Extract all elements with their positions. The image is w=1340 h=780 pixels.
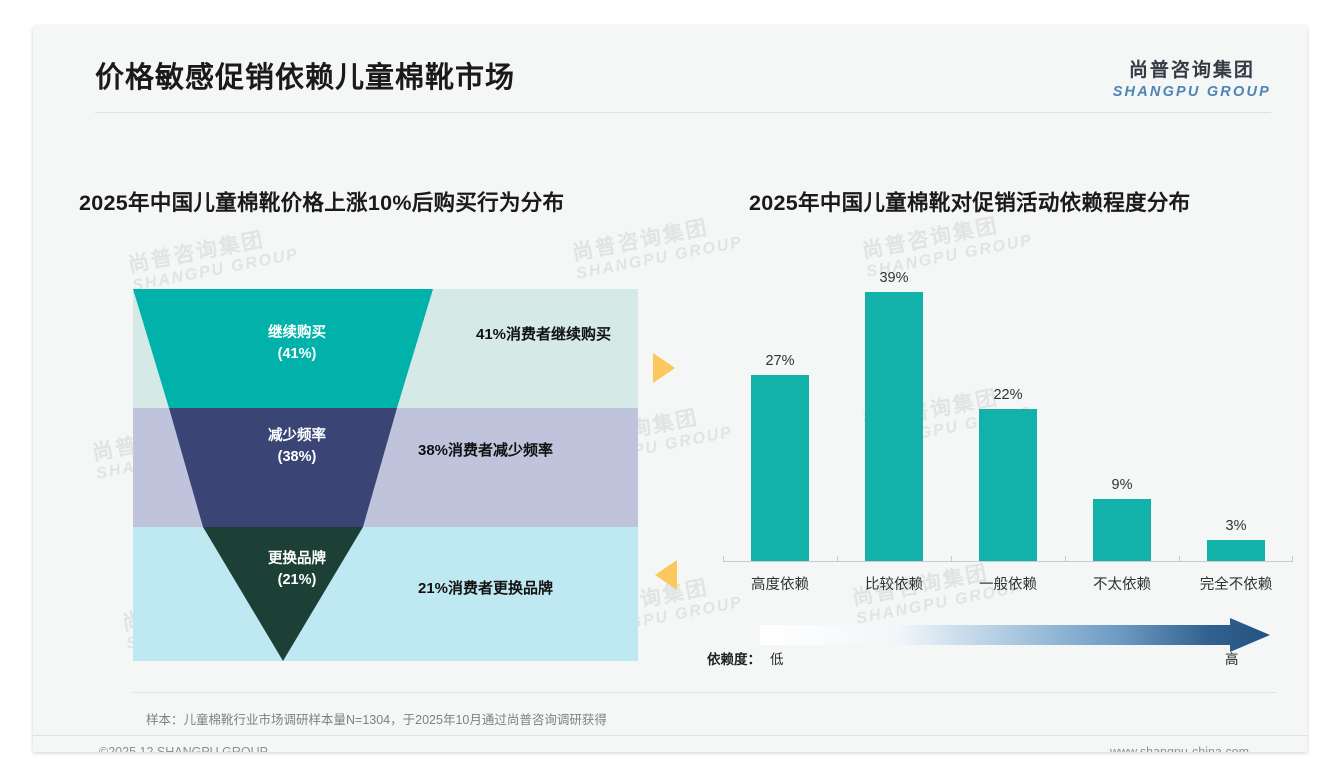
legend-low-label: 低 bbox=[770, 652, 784, 667]
funnel-segment-2-text: 减少频率 (38%) bbox=[229, 426, 365, 468]
funnel-segment-2-value: (38%) bbox=[277, 449, 317, 466]
funnel-segment-3 bbox=[203, 527, 363, 661]
funnel-segment-1-value: (41%) bbox=[277, 346, 317, 363]
bar-group: 3% bbox=[1179, 251, 1293, 561]
x-axis-label-3: 不太依赖 bbox=[1093, 577, 1151, 593]
funnel-segment-2-label: 减少频率 bbox=[268, 428, 326, 444]
footnote-divider bbox=[133, 692, 1276, 693]
x-axis-label-1: 比较依赖 bbox=[865, 577, 923, 593]
funnel-segment-3-label: 更换品牌 bbox=[268, 551, 326, 567]
funnel-segment-1-label: 继续购买 bbox=[268, 325, 326, 341]
slide-canvas: 尚普咨询集团 SHANGPU GROUP 尚普咨询集团 SHANGPU GROU… bbox=[33, 26, 1307, 752]
bar-value-1: 39% bbox=[879, 270, 909, 286]
x-axis-tick bbox=[837, 556, 838, 562]
watermark-cn: 尚普咨询集团 bbox=[570, 216, 711, 266]
right-chart-subtitle: 2025年中国儿童棉靴对促销活动依赖程度分布 bbox=[749, 191, 1191, 215]
page-title: 价格敏感促销依赖儿童棉靴市场 bbox=[95, 62, 516, 94]
bar-group: 9% bbox=[1065, 251, 1179, 561]
funnel-callout-1: 41%消费者继续购买 bbox=[476, 326, 612, 343]
left-chart-subtitle: 2025年中国儿童棉靴价格上涨10%后购买行为分布 bbox=[79, 191, 565, 215]
bar-0 bbox=[751, 375, 809, 561]
triangle-left-icon bbox=[655, 560, 677, 590]
funnel-segment-1 bbox=[133, 289, 433, 408]
bar-2 bbox=[979, 409, 1037, 561]
website-link[interactable]: www.shangpu-china.com bbox=[1110, 745, 1249, 752]
bar-value-0: 27% bbox=[765, 353, 795, 369]
x-axis-tick bbox=[1292, 556, 1293, 562]
footer-divider bbox=[33, 735, 1307, 736]
watermark: 尚普咨询集团 SHANGPU GROUP bbox=[570, 210, 744, 284]
bar-value-4: 3% bbox=[1225, 518, 1247, 534]
x-axis-tick bbox=[951, 556, 952, 562]
watermark-cn: 尚普咨询集团 bbox=[126, 228, 267, 278]
funnel-segment-1-text: 继续购买 (41%) bbox=[229, 323, 365, 365]
brand-logo-en: SHANGPU GROUP bbox=[1112, 84, 1271, 100]
sample-footnote: 样本：儿童棉靴行业市场调研样本量N=1304，于2025年10月通过尚普咨询调研… bbox=[146, 713, 607, 727]
x-axis-label-0: 高度依赖 bbox=[751, 577, 809, 593]
header-divider bbox=[95, 112, 1271, 113]
bar-4 bbox=[1207, 540, 1265, 561]
watermark: 尚普咨询集团 SHANGPU GROUP bbox=[126, 222, 300, 296]
funnel-segment-3-text: 更换品牌 (21%) bbox=[229, 549, 365, 591]
x-axis-line bbox=[723, 561, 1293, 562]
funnel-callout-2: 38%消费者减少频率 bbox=[418, 442, 554, 459]
bar-value-2: 22% bbox=[993, 387, 1023, 403]
funnel-segment-3-value: (21%) bbox=[277, 572, 317, 589]
x-axis-tick bbox=[723, 556, 724, 562]
legend-caption: 依赖度： bbox=[707, 652, 761, 667]
dependency-bar-chart: 27% 39% 22% 9% 3% 高度依赖 bbox=[723, 251, 1293, 651]
bar-group: 39% bbox=[837, 251, 951, 561]
funnel-shape bbox=[133, 289, 433, 661]
triangle-right-icon bbox=[653, 353, 675, 383]
bar-plot-area: 27% 39% 22% 9% 3% bbox=[723, 251, 1293, 561]
bar-1 bbox=[865, 292, 923, 561]
brand-logo-cn: 尚普咨询集团 bbox=[1128, 60, 1255, 81]
x-axis-tick bbox=[1065, 556, 1066, 562]
funnel-callout-3: 21%消费者更换品牌 bbox=[418, 580, 554, 597]
copyright-text: ©2025.12 SHANGPU GROUP bbox=[99, 745, 268, 752]
x-axis-label-2: 一般依赖 bbox=[979, 577, 1037, 593]
x-axis-label-4: 完全不依赖 bbox=[1199, 577, 1273, 593]
slide-header: 价格敏感促销依赖儿童棉靴市场 尚普咨询集团 SHANGPU GROUP bbox=[33, 26, 1307, 114]
legend-high-label: 高 bbox=[1225, 652, 1239, 667]
bar-3 bbox=[1093, 499, 1151, 561]
bar-group: 27% bbox=[723, 251, 837, 561]
watermark-en: SHANGPU GROUP bbox=[575, 233, 745, 283]
funnel-segment-2 bbox=[169, 408, 397, 527]
x-axis-tick bbox=[1179, 556, 1180, 562]
brand-logo: 尚普咨询集团 SHANGPU GROUP bbox=[1113, 55, 1271, 100]
bar-value-3: 9% bbox=[1111, 477, 1133, 493]
bar-group: 22% bbox=[951, 251, 1065, 561]
gradient-arrow-icon bbox=[760, 618, 1270, 652]
